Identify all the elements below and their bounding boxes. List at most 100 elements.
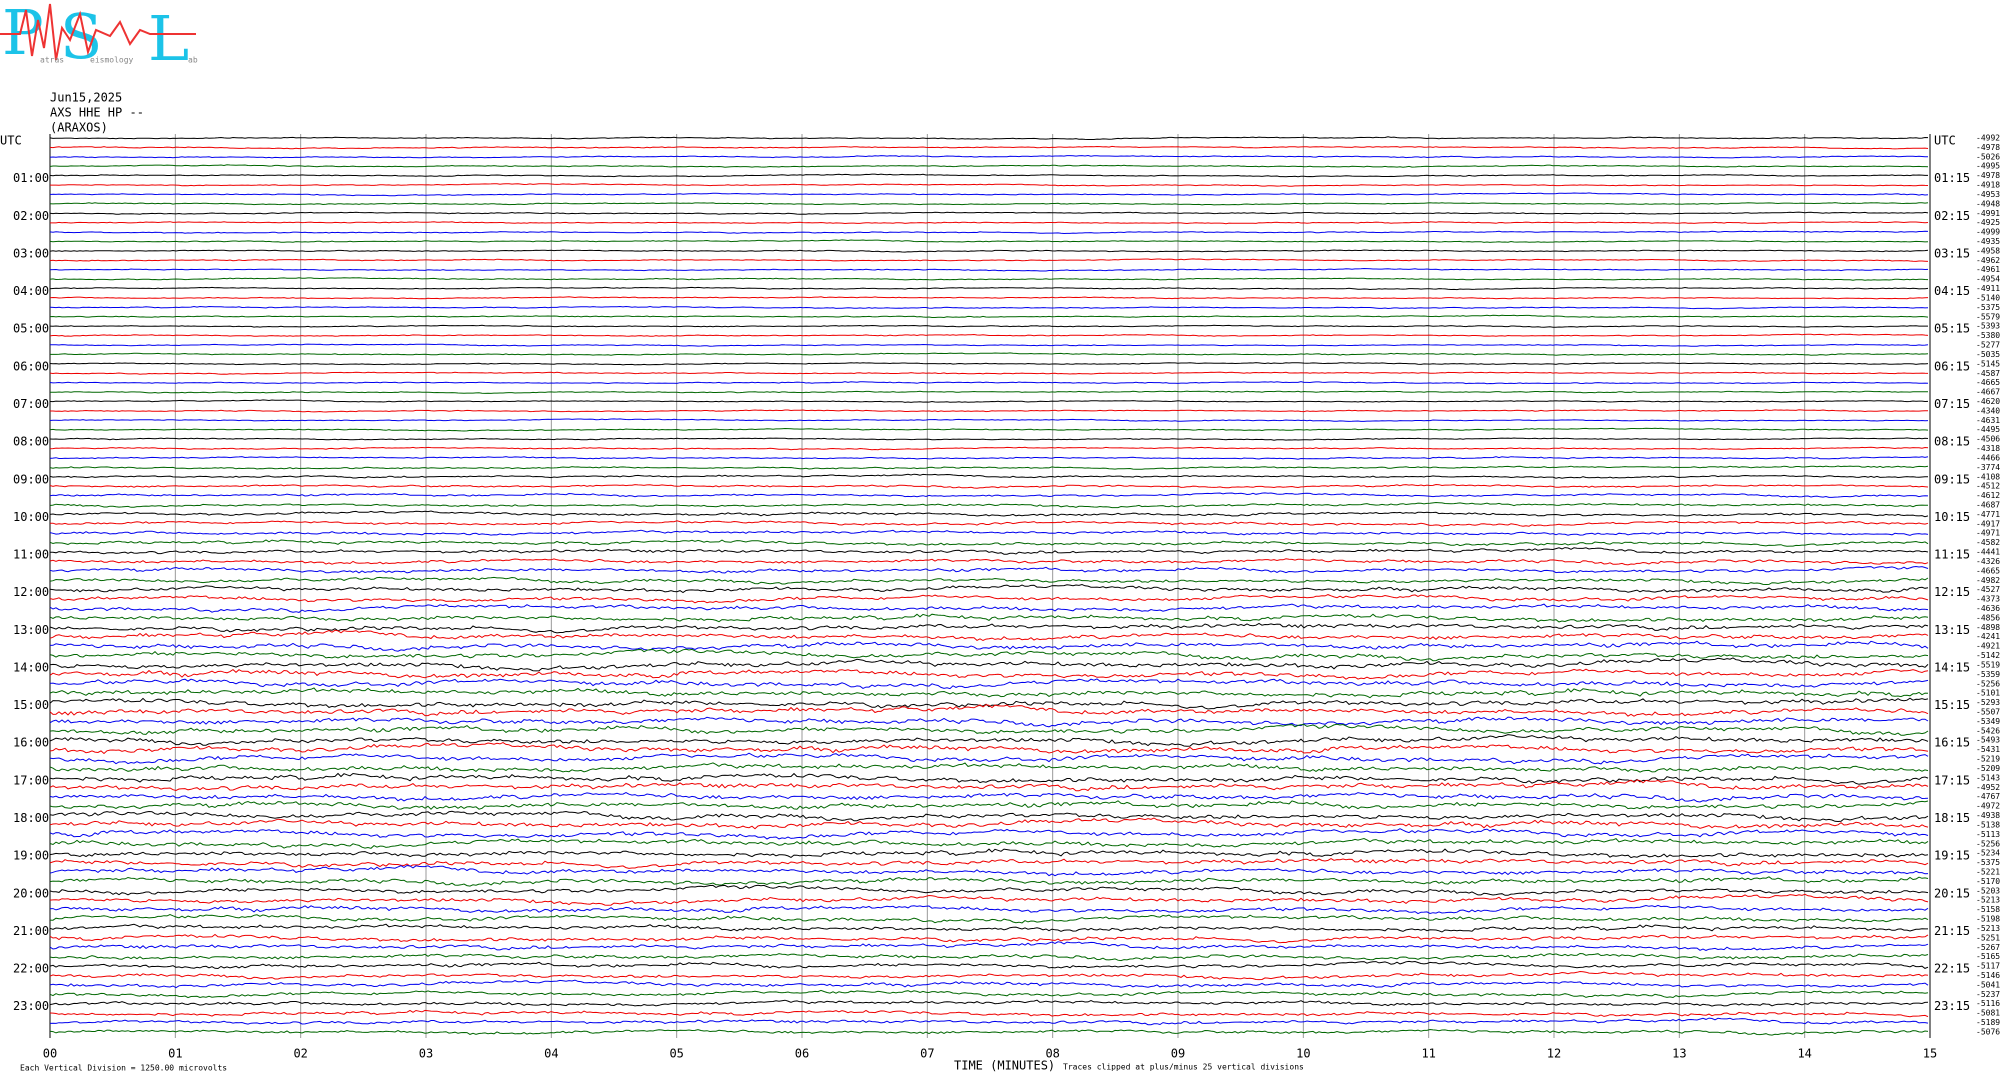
offset-label: -4978: [1976, 171, 2000, 180]
offset-label: -5375: [1976, 303, 2000, 312]
offset-label: -5293: [1976, 698, 2000, 707]
hour-label-right: 23:15: [1934, 999, 1970, 1013]
trace: [49, 473, 1928, 479]
date: Jun15,2025: [50, 91, 122, 105]
trace: [50, 183, 1929, 187]
hour-label-right: 14:15: [1934, 660, 1970, 674]
hour-label-right: 06:15: [1934, 359, 1970, 373]
x-tick-label: 14: [1797, 1047, 1811, 1061]
x-tick-label: 01: [168, 1047, 182, 1061]
x-axis-title: TIME (MINUTES): [954, 1059, 1055, 1073]
offset-label: -4972: [1976, 802, 2000, 811]
trace: [49, 640, 1929, 652]
hour-label: 08:00: [13, 435, 49, 449]
offset-label: -4441: [1976, 548, 2000, 557]
hour-label: 10:00: [13, 510, 49, 524]
offset-label: -4771: [1976, 510, 2000, 519]
trace: [49, 594, 1929, 604]
offset-label: -4767: [1976, 792, 2000, 801]
logo-text: ab: [188, 56, 198, 65]
trace: [49, 603, 1929, 613]
offset-label: -4495: [1976, 425, 2000, 434]
offset-label: -4620: [1976, 397, 2000, 406]
trace: [49, 792, 1929, 803]
offset-label: -4636: [1976, 604, 2000, 613]
trace: [50, 221, 1929, 225]
x-tick-label: 09: [1171, 1047, 1185, 1061]
offset-label: -4992: [1976, 134, 2000, 143]
trace: [49, 427, 1929, 432]
offset-label: -4982: [1976, 576, 2000, 585]
hour-label: 09:00: [13, 472, 49, 486]
trace: [49, 230, 1929, 235]
x-tick-label: 11: [1421, 1047, 1435, 1061]
hour-label: 16:00: [13, 736, 49, 750]
hour-label: 12:00: [13, 585, 49, 599]
trace: [49, 492, 1929, 498]
offset-label: -4995: [1976, 162, 2000, 171]
hour-label-right: 09:15: [1934, 472, 1970, 486]
hour-label-right: 04:15: [1934, 284, 1970, 298]
trace: [49, 437, 1929, 441]
offset-label: -4935: [1976, 237, 2000, 246]
hour-label-right: 03:15: [1934, 246, 1970, 260]
offset-label: -4665: [1976, 378, 2000, 387]
offset-label: -4856: [1976, 613, 2000, 622]
trace: [49, 324, 1928, 328]
logo-text: atras: [40, 56, 64, 65]
hour-label: 18:00: [13, 811, 49, 825]
hour-label-right: 15:15: [1934, 698, 1970, 712]
offset-label: -5375: [1976, 858, 2000, 867]
offset-label: -4527: [1976, 585, 2000, 594]
trace: [49, 613, 1929, 623]
hour-label: 15:00: [13, 698, 49, 712]
trace: [49, 941, 1929, 951]
offset-label: -4898: [1976, 623, 2000, 632]
offset-label: -5213: [1976, 924, 2000, 933]
hour-label-right: 05:15: [1934, 322, 1970, 336]
offset-label: -4991: [1976, 209, 2000, 218]
trace: [49, 742, 1929, 755]
trace: [49, 211, 1929, 215]
offset-label: -5198: [1976, 915, 2000, 924]
offset-label: -4665: [1976, 566, 2000, 575]
offset-label: -4911: [1976, 284, 2000, 293]
logo-wave: [0, 3, 196, 61]
trace: [49, 456, 1929, 460]
trace: [49, 202, 1929, 206]
hour-label-right: 19:15: [1934, 849, 1970, 863]
trace: [49, 314, 1929, 319]
offset-label: -5140: [1976, 293, 2000, 302]
offset-label: -5113: [1976, 830, 2000, 839]
trace: [49, 145, 1929, 150]
trace: [49, 520, 1929, 527]
offset-label: -5256: [1976, 679, 2000, 688]
trace: [49, 239, 1929, 243]
offset-label: -5256: [1976, 839, 2000, 848]
trace: [49, 565, 1929, 574]
offset-label: -4340: [1976, 406, 2000, 415]
offset-label: -4318: [1976, 444, 2000, 453]
clip-note: Traces clipped at plus/minus 25 vertical…: [1063, 1063, 1304, 1072]
x-tick-label: 15: [1923, 1047, 1937, 1061]
offset-label: -5145: [1976, 359, 2000, 368]
hour-label-right: 21:15: [1934, 924, 1970, 938]
hour-label: 04:00: [13, 284, 49, 298]
offset-label: -4373: [1976, 595, 2000, 604]
offset-label: -5138: [1976, 820, 2000, 829]
hour-label: 05:00: [13, 322, 49, 336]
trace: [49, 960, 1929, 970]
offset-label: -5076: [1976, 1027, 2000, 1036]
trace: [49, 362, 1929, 366]
trace: [50, 390, 1929, 394]
trace: [49, 558, 1929, 566]
trace: [49, 286, 1929, 291]
offset-label: -4925: [1976, 218, 2000, 227]
trace: [49, 828, 1929, 840]
trace: [49, 465, 1929, 470]
offset-label: -4587: [1976, 369, 2000, 378]
offset-label: -5170: [1976, 877, 2000, 886]
hour-label: 21:00: [13, 924, 49, 938]
trace: [49, 381, 1929, 385]
offset-label: -5251: [1976, 933, 2000, 942]
